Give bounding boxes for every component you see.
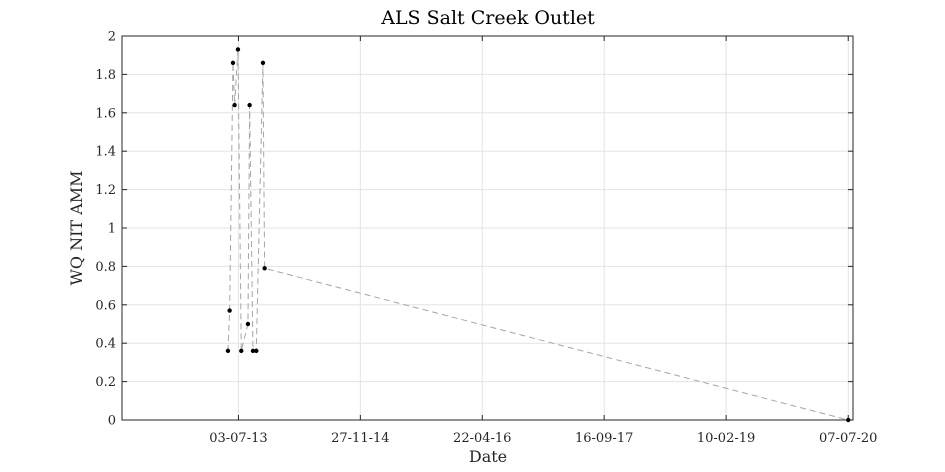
y-tick-label: 0.6 (95, 298, 116, 313)
y-axis-label: WQ NIT AMM (67, 170, 86, 285)
chart-title: ALS Salt Creek Outlet (380, 7, 595, 29)
x-axis-label: Date (469, 447, 507, 466)
data-point (225, 348, 231, 354)
y-tick-label: 0 (108, 414, 116, 429)
x-tick-label: 07-07-20 (819, 431, 877, 446)
series-line (227, 49, 849, 421)
data-point (230, 60, 236, 66)
data-point (846, 417, 851, 423)
data-series (225, 47, 851, 423)
x-tick-label: 22-04-16 (453, 431, 511, 446)
data-point (260, 60, 266, 66)
y-tick-label: 0.8 (95, 260, 116, 275)
data-point (232, 102, 237, 108)
y-tick-label: 1.8 (95, 68, 116, 83)
data-point (235, 47, 241, 52)
y-tick-label: 1 (108, 222, 116, 237)
y-tick-label: 0.2 (95, 375, 116, 390)
data-point (250, 348, 256, 354)
y-axis: 0 0.2 0.4 0.6 0.8 1 1.2 1.4 1.6 1.8 2 (95, 30, 853, 429)
y-tick-label: 1.2 (95, 183, 116, 198)
data-point (227, 308, 232, 313)
x-tick-label: 16-09-17 (575, 431, 633, 446)
y-tick-label: 1.6 (95, 106, 116, 121)
x-tick-label: 10-02-19 (697, 431, 755, 446)
grid (122, 36, 853, 420)
data-point (254, 348, 259, 354)
x-axis: 03-07-13 27-11-14 22-04-16 16-09-17 10-02-19… (209, 36, 877, 446)
data-point (245, 321, 251, 327)
x-tick-label: 03-07-13 (209, 431, 267, 446)
y-tick-label: 0.4 (95, 337, 116, 352)
data-point (262, 266, 267, 271)
data-point (247, 102, 252, 108)
y-tick-label: 2 (108, 30, 116, 45)
y-tick-label: 1.4 (95, 145, 116, 160)
x-tick-label: 27-11-14 (331, 431, 389, 446)
data-point (239, 348, 244, 354)
